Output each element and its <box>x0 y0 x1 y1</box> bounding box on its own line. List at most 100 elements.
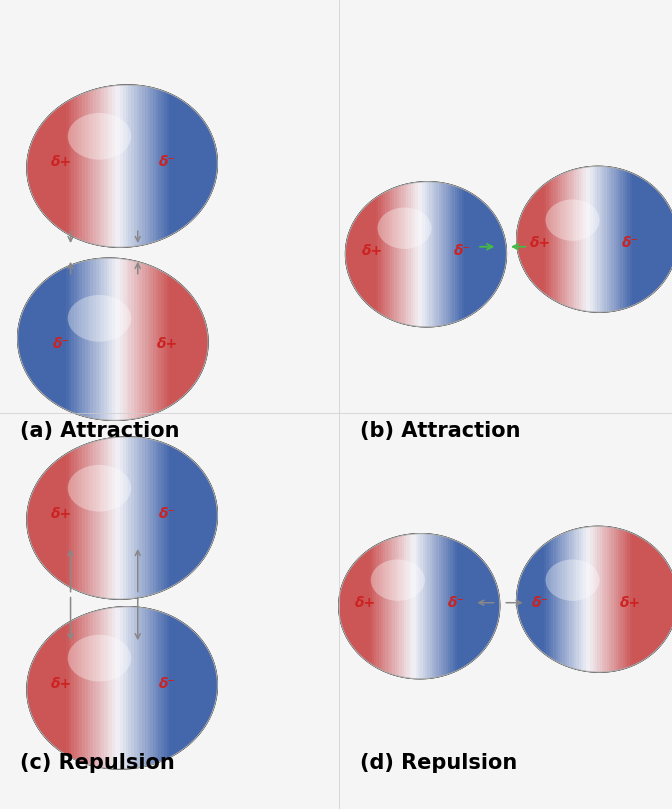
Polygon shape <box>169 34 172 290</box>
Polygon shape <box>609 489 611 716</box>
Polygon shape <box>28 387 30 641</box>
Polygon shape <box>369 489 372 716</box>
Polygon shape <box>388 138 390 364</box>
Polygon shape <box>556 489 558 716</box>
Polygon shape <box>213 34 216 290</box>
Polygon shape <box>218 557 221 809</box>
Polygon shape <box>74 557 77 809</box>
Polygon shape <box>590 489 593 716</box>
Polygon shape <box>164 557 167 809</box>
Polygon shape <box>69 387 71 641</box>
Polygon shape <box>558 489 560 716</box>
Polygon shape <box>139 557 142 809</box>
Polygon shape <box>96 34 99 290</box>
Polygon shape <box>353 489 355 716</box>
Polygon shape <box>131 557 134 809</box>
Polygon shape <box>429 138 431 364</box>
Polygon shape <box>55 557 58 809</box>
Polygon shape <box>574 130 577 356</box>
Polygon shape <box>380 138 383 364</box>
Polygon shape <box>93 387 96 641</box>
Polygon shape <box>507 489 509 716</box>
Polygon shape <box>334 138 337 364</box>
Polygon shape <box>42 387 44 641</box>
Polygon shape <box>218 387 221 641</box>
Polygon shape <box>126 387 128 641</box>
Polygon shape <box>335 489 337 716</box>
Polygon shape <box>439 138 441 364</box>
Polygon shape <box>87 387 90 641</box>
Polygon shape <box>175 557 177 809</box>
Polygon shape <box>540 130 542 356</box>
Polygon shape <box>30 557 33 809</box>
Polygon shape <box>128 387 131 641</box>
Polygon shape <box>202 34 205 290</box>
Polygon shape <box>177 557 180 809</box>
Polygon shape <box>93 34 96 290</box>
Polygon shape <box>535 130 537 356</box>
Polygon shape <box>17 34 19 290</box>
Polygon shape <box>77 557 79 809</box>
Polygon shape <box>77 34 79 290</box>
Polygon shape <box>110 34 112 290</box>
Polygon shape <box>553 489 556 716</box>
Polygon shape <box>9 557 11 809</box>
Polygon shape <box>60 34 63 290</box>
Polygon shape <box>194 217 196 471</box>
Polygon shape <box>588 489 590 716</box>
Polygon shape <box>511 130 514 356</box>
Polygon shape <box>532 489 535 716</box>
Polygon shape <box>101 217 104 471</box>
Polygon shape <box>420 489 423 716</box>
Polygon shape <box>526 489 528 716</box>
Polygon shape <box>79 387 82 641</box>
Polygon shape <box>332 489 335 716</box>
Polygon shape <box>161 217 164 471</box>
Polygon shape <box>558 130 560 356</box>
Polygon shape <box>188 557 191 809</box>
Polygon shape <box>586 489 588 716</box>
Polygon shape <box>523 130 526 356</box>
Polygon shape <box>36 387 39 641</box>
Polygon shape <box>202 387 205 641</box>
Polygon shape <box>468 138 471 364</box>
Polygon shape <box>224 217 226 471</box>
Polygon shape <box>210 34 213 290</box>
Polygon shape <box>144 557 148 809</box>
Polygon shape <box>607 130 609 356</box>
Polygon shape <box>25 557 28 809</box>
Polygon shape <box>528 489 530 716</box>
Polygon shape <box>485 138 487 364</box>
Polygon shape <box>50 387 52 641</box>
Polygon shape <box>25 557 28 809</box>
Polygon shape <box>101 217 104 471</box>
Polygon shape <box>123 387 126 641</box>
Polygon shape <box>485 489 487 716</box>
Polygon shape <box>134 34 136 290</box>
Polygon shape <box>653 130 655 356</box>
Polygon shape <box>131 34 134 290</box>
Polygon shape <box>47 34 50 290</box>
Polygon shape <box>444 489 446 716</box>
Polygon shape <box>110 557 112 809</box>
Polygon shape <box>485 489 487 716</box>
Polygon shape <box>514 489 516 716</box>
Polygon shape <box>142 557 144 809</box>
Polygon shape <box>199 387 202 641</box>
Polygon shape <box>221 387 224 641</box>
Polygon shape <box>87 34 90 290</box>
Polygon shape <box>131 34 134 290</box>
Polygon shape <box>14 217 17 471</box>
Polygon shape <box>457 138 460 364</box>
Polygon shape <box>511 138 513 364</box>
Polygon shape <box>60 557 63 809</box>
Polygon shape <box>620 489 623 716</box>
Polygon shape <box>139 217 142 471</box>
Polygon shape <box>164 557 167 809</box>
Polygon shape <box>360 138 362 364</box>
Polygon shape <box>134 387 136 641</box>
Polygon shape <box>183 34 185 290</box>
Polygon shape <box>93 557 96 809</box>
Polygon shape <box>44 217 47 471</box>
Polygon shape <box>464 489 466 716</box>
